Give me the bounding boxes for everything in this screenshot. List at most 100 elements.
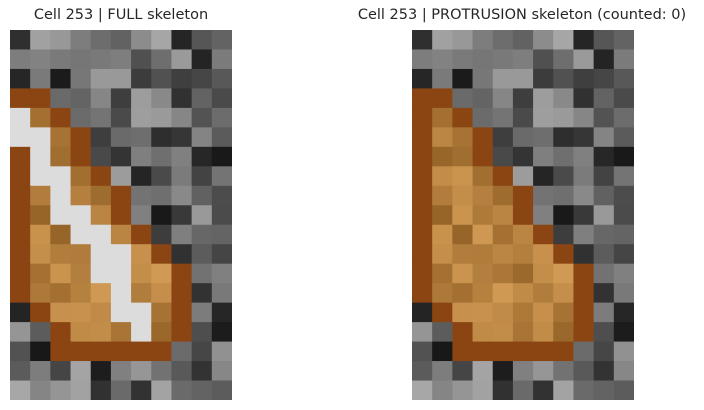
cell-interior-pixel [472,166,494,187]
background-pixel [110,127,132,148]
cell-interior-pixel [452,127,474,148]
background-pixel [191,166,213,187]
background-pixel [553,146,574,167]
background-pixel [432,361,453,382]
cell-interior-pixel [70,185,92,206]
background-pixel [492,146,514,167]
cell-interior-pixel [452,283,474,304]
background-pixel [191,88,213,109]
background-pixel [90,30,112,50]
cell-interior-pixel [432,166,453,187]
background-pixel [151,166,172,187]
background-pixel [30,361,51,382]
cell-boundary-pixel [412,205,433,226]
cell-boundary-pixel [10,283,31,304]
background-pixel [613,205,634,226]
background-pixel [593,30,615,50]
background-pixel [151,88,172,109]
background-pixel [131,88,152,109]
background-pixel [553,68,574,89]
cell-interior-pixel [492,322,514,343]
cell-boundary-pixel [10,205,31,226]
background-pixel [90,380,112,400]
cell-boundary-pixel [10,88,31,109]
background-pixel [151,380,172,400]
background-pixel [492,68,514,89]
background-pixel [512,166,534,187]
cell-interior-pixel [472,283,494,304]
background-pixel [613,322,634,343]
cell-interior-pixel [432,224,453,245]
cell-boundary-pixel [533,224,554,245]
background-pixel [432,341,453,362]
background-pixel [191,127,213,148]
cell-boundary-pixel [452,341,474,362]
cell-interior-pixel [90,283,112,304]
background-pixel [131,146,152,167]
background-pixel [30,49,51,70]
cell-interior-pixel [30,283,51,304]
background-pixel [171,244,193,265]
cell-boundary-pixel [10,244,31,265]
background-pixel [191,146,213,167]
cell-interior-pixel [50,224,72,245]
cell-interior-pixel [110,224,132,245]
background-pixel [472,49,494,70]
background-pixel [90,107,112,128]
cell-boundary-pixel [10,146,31,167]
cell-boundary-pixel [50,107,72,128]
background-pixel [131,49,152,70]
cell-boundary-pixel [412,224,433,245]
background-pixel [492,361,514,382]
background-pixel [70,68,92,89]
skeleton-pixel [50,205,72,226]
cell-boundary-pixel [412,146,433,167]
cell-interior-pixel [70,283,92,304]
cell-boundary-pixel [171,263,193,284]
background-pixel [110,361,132,382]
background-pixel [492,49,514,70]
background-pixel [110,30,132,50]
cell-boundary-pixel [412,244,433,265]
skeleton-pixel [90,224,112,245]
background-pixel [613,341,634,362]
background-pixel [211,166,232,187]
cell-boundary-pixel [472,127,494,148]
background-pixel [211,224,232,245]
background-pixel [412,30,433,50]
cell-boundary-pixel [412,166,433,187]
background-pixel [171,166,193,187]
background-pixel [70,49,92,70]
cell-boundary-pixel [70,341,92,362]
cell-interior-pixel [50,283,72,304]
background-pixel [613,30,634,50]
background-pixel [533,30,554,50]
cell-interior-pixel [30,224,51,245]
background-pixel [412,341,433,362]
background-pixel [90,127,112,148]
background-pixel [110,88,132,109]
background-pixel [613,224,634,245]
background-pixel [553,107,574,128]
background-pixel [472,107,494,128]
background-pixel [211,263,232,284]
background-pixel [593,361,615,382]
cell-boundary-pixel [30,302,51,323]
background-pixel [211,302,232,323]
cell-interior-pixel [472,185,494,206]
cell-boundary-pixel [90,166,112,187]
background-pixel [90,88,112,109]
background-pixel [533,166,554,187]
cell-interior-pixel [432,185,453,206]
background-pixel [171,185,193,206]
background-pixel [211,146,232,167]
background-pixel [472,30,494,50]
background-pixel [211,30,232,50]
background-pixel [613,166,634,187]
cell-interior-pixel [492,224,514,245]
protrusion-skeleton-pixel-grid [412,30,634,400]
background-pixel [593,244,615,265]
background-pixel [151,205,172,226]
background-pixel [191,185,213,206]
background-pixel [30,68,51,89]
